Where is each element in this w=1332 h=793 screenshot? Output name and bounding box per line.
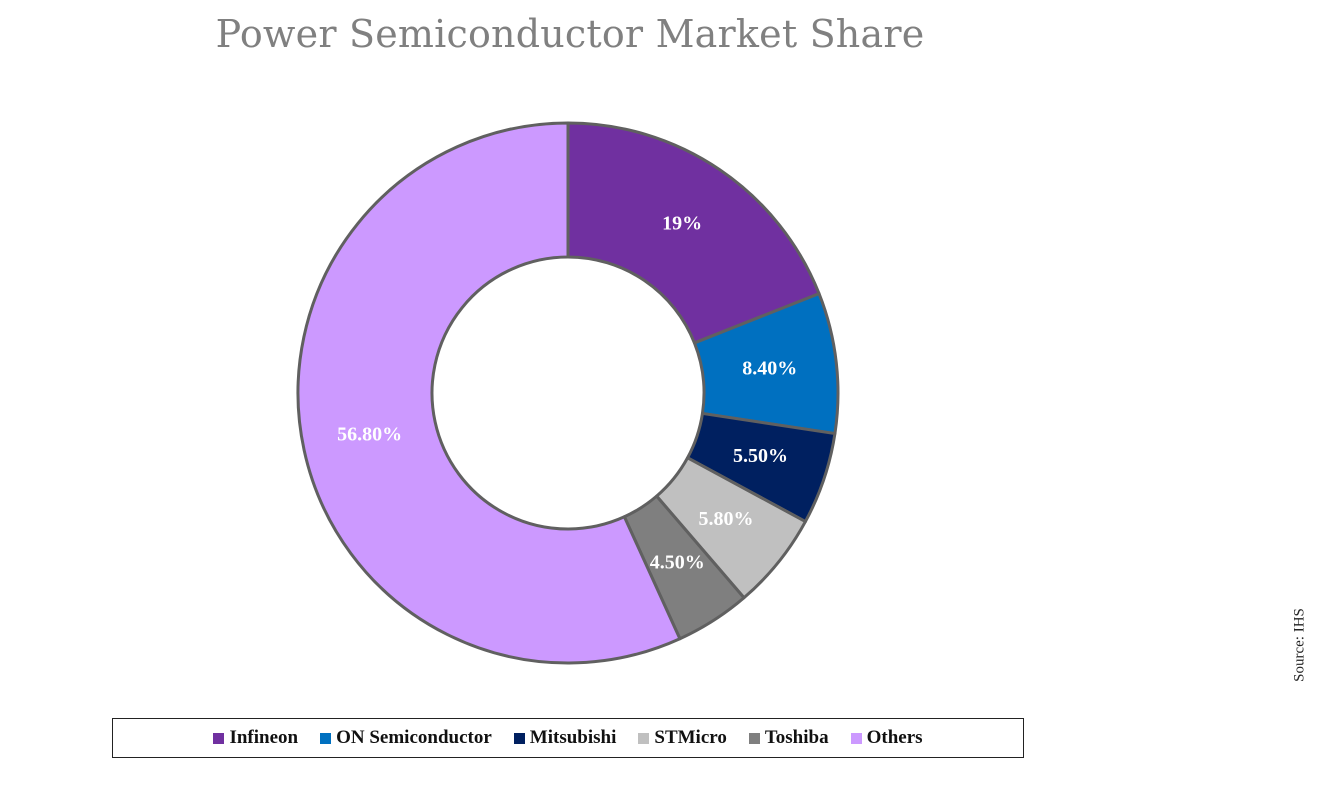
legend-swatch-on-semiconductor: [320, 732, 332, 744]
legend-item-stmicro: STMicro: [638, 727, 727, 749]
legend-label-stmicro: STMicro: [654, 727, 727, 748]
chart-legend: Infineon ON Semiconductor Mitsubishi STMicr…: [112, 718, 1024, 758]
legend-item-infineon: Infineon: [213, 727, 298, 749]
legend-label-on-semiconductor: ON Semiconductor: [336, 727, 492, 748]
source-text: Source: IHS: [1291, 608, 1308, 682]
legend-item-others: Others: [850, 727, 923, 749]
legend-label-toshiba: Toshiba: [764, 727, 829, 748]
donut-slice-infineon: [566, 121, 821, 345]
legend-swatch-infineon: [213, 732, 225, 744]
data-label-toshiba: 4.50%: [650, 552, 705, 574]
legend-item-toshiba: Toshiba: [748, 727, 829, 749]
legend-label-mitsubishi: Mitsubishi: [529, 727, 617, 748]
legend-swatch-toshiba: [748, 732, 760, 744]
data-label-others: 56.80%: [337, 424, 402, 446]
data-label-stmicro: 5.80%: [699, 508, 754, 530]
donut-slice-others: [296, 121, 682, 665]
data-label-infineon: 19%: [662, 213, 702, 235]
legend-item-mitsubishi: Mitsubishi: [513, 727, 617, 749]
legend-label-others: Others: [866, 727, 923, 748]
chart-title: Power Semiconductor Market Share: [215, 12, 925, 56]
data-label-mitsubishi: 5.50%: [733, 445, 788, 467]
legend-swatch-mitsubishi: [513, 732, 525, 744]
legend-item-on-semiconductor: ON Semiconductor: [320, 727, 492, 749]
data-label-on-semiconductor: 8.40%: [742, 358, 797, 380]
legend-swatch-stmicro: [638, 732, 650, 744]
legend-swatch-others: [850, 732, 862, 744]
legend-label-infineon: Infineon: [229, 727, 299, 748]
source-note: Source: IHS: [1290, 595, 1310, 695]
